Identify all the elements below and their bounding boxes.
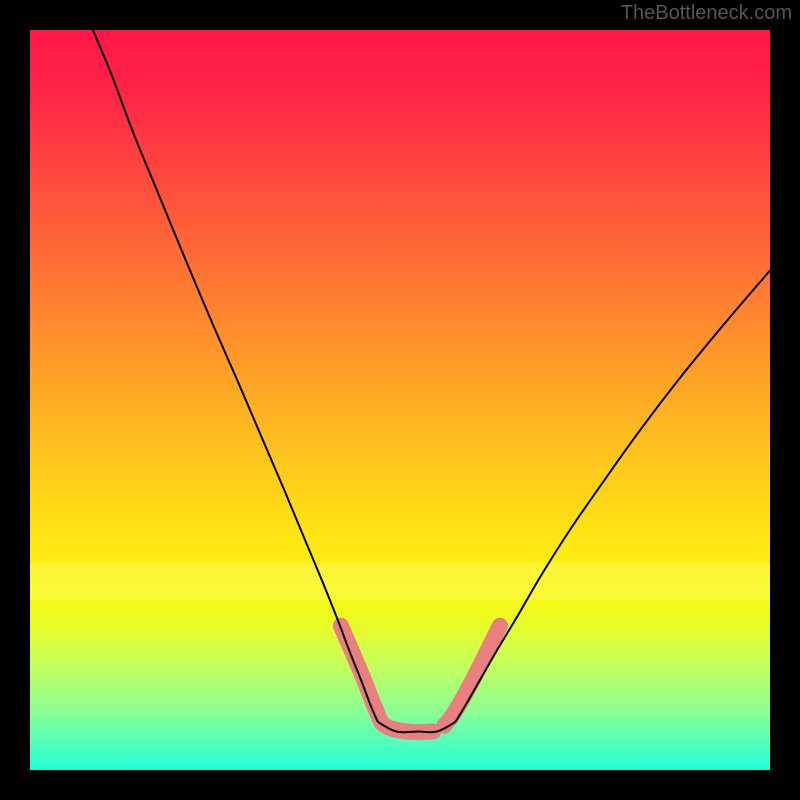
plot-area [30,30,770,770]
bottleneck-curves [30,30,770,770]
right-bottleneck-curve [456,271,771,722]
marker-left-segment [341,626,434,732]
watermark-text: TheBottleneck.com [621,2,792,25]
left-bottleneck-curve [93,30,378,722]
marker-right-segment [444,626,500,726]
plot-container [0,0,800,800]
